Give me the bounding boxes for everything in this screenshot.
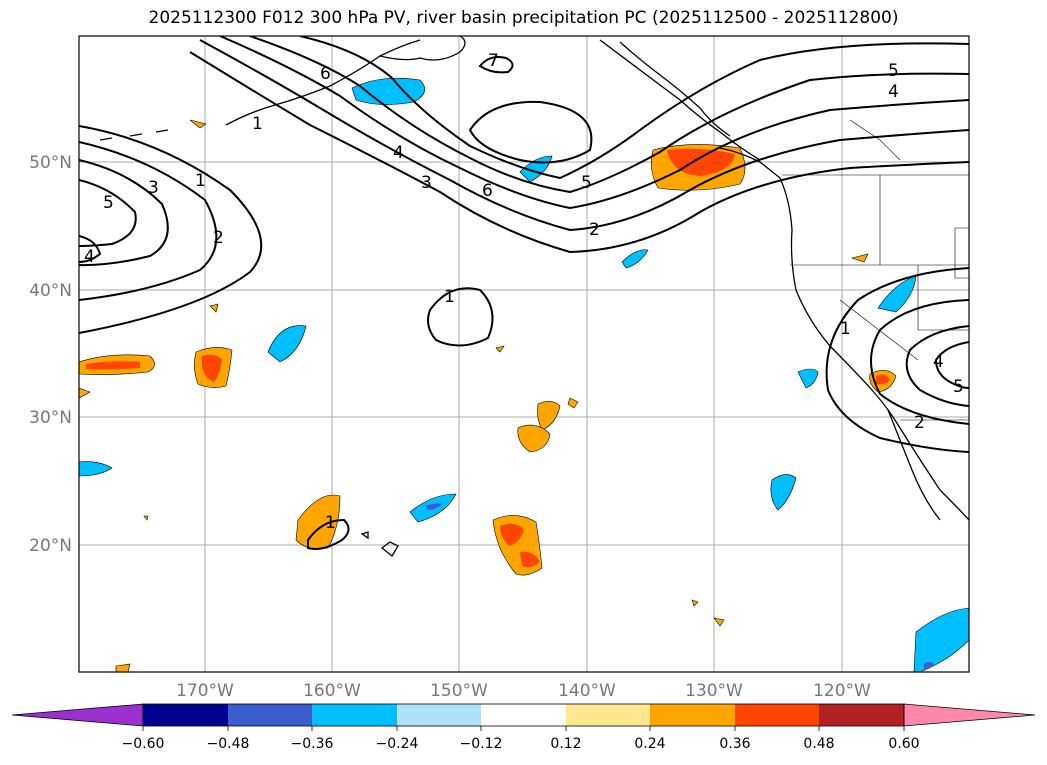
colorbar-tick-label: −0.48 [207, 736, 250, 752]
negative-precip-regions [79, 77, 969, 672]
contour-label: 2 [589, 220, 600, 240]
contour-label: 7 [488, 51, 499, 71]
colorbar-tick-label: −0.24 [376, 736, 419, 752]
colorbar-tick-label: 0.48 [803, 736, 834, 752]
map-title: 2025112300 F012 300 hPa PV, river basin … [148, 8, 899, 28]
contour-label: 1 [840, 319, 851, 339]
lat-label: 50°N [29, 153, 72, 173]
colorbar-segment [481, 704, 566, 726]
colorbar-segment [735, 704, 819, 726]
contour-label: 6 [482, 181, 493, 201]
contour-label: 4 [84, 247, 95, 267]
lat-label: 30°N [29, 408, 72, 428]
colorbar-right-extension [903, 703, 1036, 727]
contour-label: 3 [421, 173, 432, 193]
colorbar-tick-label: 0.60 [888, 736, 919, 752]
colorbar-segment [566, 704, 650, 726]
contour-label: 1 [325, 513, 336, 533]
colorbar-segment [312, 704, 397, 726]
contour-label: 6 [320, 64, 331, 84]
contour-label: 1 [252, 114, 263, 134]
lon-label: 170°W [176, 681, 234, 701]
lat-label: 20°N [29, 536, 72, 556]
contour-label: 5 [103, 193, 114, 213]
colorbar-segment [650, 704, 735, 726]
colorbar-segment [819, 704, 904, 726]
longitude-labels: 170°W 160°W 150°W 140°W 130°W 120°W [176, 681, 871, 701]
gridlines [79, 36, 969, 672]
contour-label: 5 [953, 377, 964, 397]
colorbar-segment [143, 704, 228, 726]
colorbar-tick-label: −0.36 [291, 736, 334, 752]
contour-label: 5 [581, 173, 592, 193]
contour-label: 2 [914, 413, 925, 433]
pv-contours [79, 36, 969, 550]
coastlines [99, 36, 969, 557]
latitude-labels: 50°N 40°N 30°N 20°N [29, 153, 72, 556]
colorbar: −0.60 −0.48 −0.36 −0.24 −0.12 0.12 0.24 … [11, 703, 1036, 752]
colorbar-tick-label: −0.60 [122, 736, 165, 752]
contour-label: 4 [393, 143, 404, 163]
lon-label: 150°W [430, 681, 488, 701]
contour-label: 1 [444, 287, 455, 307]
lon-label: 160°W [303, 681, 361, 701]
colorbar-left-extension [11, 703, 144, 727]
plot-frame [78, 35, 970, 673]
contour-label: 5 [888, 61, 899, 81]
colorbar-tick-label: −0.12 [460, 736, 503, 752]
contour-label: 2 [213, 228, 224, 248]
contour-label: 4 [888, 82, 899, 102]
positive-precip-regions [79, 119, 897, 672]
contour-labels: 1 2 3 4 5 6 7 4 3 6 5 2 1 5 4 1 4 5 2 1 … [84, 51, 964, 533]
colorbar-tick-label: 0.24 [634, 736, 665, 752]
lon-label: 120°W [813, 681, 871, 701]
colorbar-frame [142, 703, 905, 727]
lon-label: 140°W [558, 681, 616, 701]
colorbar-tick-label: 0.36 [719, 736, 750, 752]
contour-label: 1 [195, 171, 206, 191]
colorbar-tick-label: 0.12 [550, 736, 581, 752]
colorbar-segment [228, 704, 312, 726]
lat-label: 40°N [29, 281, 72, 301]
colorbar-ticks [142, 726, 905, 731]
political-borders [782, 119, 969, 421]
contour-label: 4 [933, 352, 944, 372]
colorbar-segment [397, 704, 481, 726]
lon-label: 130°W [685, 681, 743, 701]
contour-label: 3 [148, 178, 159, 198]
